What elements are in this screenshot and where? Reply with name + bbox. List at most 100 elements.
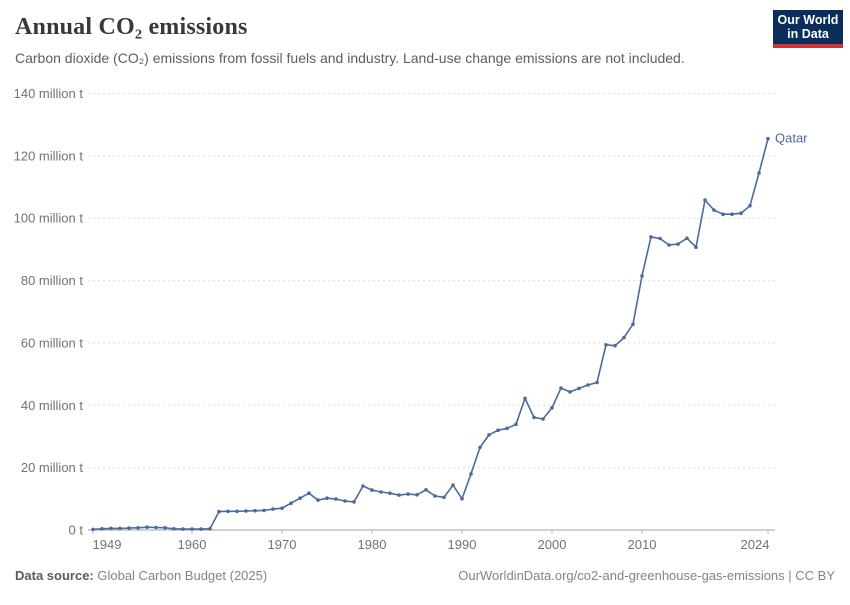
data-point-marker — [271, 507, 275, 511]
y-axis-tick-label: 20 million t — [21, 460, 84, 475]
data-point-marker — [451, 483, 455, 487]
data-source-label: Data source: — [15, 568, 94, 583]
data-point-marker — [145, 525, 149, 529]
x-axis-tick-label: 2010 — [628, 537, 657, 552]
data-point-marker — [181, 527, 185, 531]
data-point-marker — [559, 386, 563, 390]
y-axis-tick-label: 0 t — [69, 523, 84, 538]
x-axis-tick-label: 1970 — [268, 537, 297, 552]
data-point-marker — [766, 136, 770, 141]
data-point-marker — [118, 526, 122, 531]
data-point-marker — [235, 509, 239, 514]
data-point-marker — [469, 472, 473, 476]
data-point-marker — [478, 445, 482, 450]
data-point-marker — [442, 495, 446, 500]
data-point-marker — [649, 235, 653, 239]
owid-logo-line1: Our World — [777, 12, 839, 27]
y-axis-tick-label: 100 million t — [14, 211, 84, 226]
data-point-marker — [217, 509, 221, 514]
data-point-marker — [514, 422, 518, 427]
data-point-marker — [586, 383, 590, 387]
data-point-marker — [748, 203, 752, 208]
data-point-marker — [505, 426, 509, 431]
data-point-marker — [496, 428, 500, 433]
data-point-marker — [298, 496, 302, 501]
data-point-marker — [100, 527, 104, 531]
data-point-marker — [730, 212, 734, 216]
x-axis-tick-label: 1990 — [448, 537, 477, 552]
data-point-marker — [388, 491, 392, 496]
data-point-marker — [703, 198, 707, 202]
data-point-marker — [208, 527, 212, 531]
x-axis-tick-label: 1980 — [358, 537, 387, 552]
data-point-marker — [397, 493, 401, 497]
data-point-marker — [154, 525, 158, 530]
data-point-marker — [631, 322, 635, 327]
data-point-marker — [640, 274, 644, 278]
x-axis-tick-label: 1949 — [93, 537, 122, 552]
data-point-marker — [424, 488, 428, 492]
data-point-marker — [307, 491, 311, 496]
data-point-marker — [379, 490, 383, 494]
data-point-marker — [325, 496, 329, 501]
data-source-note: Data source: Global Carbon Budget (2025) — [15, 568, 267, 583]
data-point-marker — [415, 493, 419, 497]
data-point-marker — [487, 433, 491, 437]
y-axis-tick-label: 60 million t — [21, 335, 84, 350]
data-point-marker — [406, 492, 410, 496]
data-point-marker — [370, 488, 374, 492]
data-point-marker — [604, 343, 608, 347]
owid-logo-line2: in Data — [787, 27, 829, 41]
y-axis-tick-label: 140 million t — [14, 86, 84, 101]
page-title: Annual CO₂ emissions — [15, 14, 248, 40]
data-point-marker — [568, 390, 572, 394]
data-point-marker — [361, 484, 365, 488]
data-point-marker — [343, 499, 347, 503]
y-axis-tick-label: 80 million t — [21, 273, 84, 288]
chart-subtitle: Carbon dioxide (CO₂) emissions from foss… — [15, 50, 685, 66]
data-point-marker — [127, 526, 131, 530]
data-point-marker — [244, 509, 248, 513]
chart-footer: Data source: Global Carbon Budget (2025)… — [15, 568, 835, 583]
data-point-marker — [694, 245, 698, 249]
data-source-value: Global Carbon Budget (2025) — [93, 568, 268, 583]
data-point-marker — [676, 242, 680, 246]
data-point-marker — [334, 497, 338, 501]
x-axis-tick-label: 2024 — [741, 537, 770, 552]
x-axis-tick-label: 1960 — [178, 537, 207, 552]
data-point-marker — [226, 509, 230, 514]
data-point-marker — [352, 500, 356, 504]
owid-logo[interactable]: Our World in Data — [773, 10, 843, 48]
data-point-marker — [262, 508, 266, 513]
series-end-label[interactable]: Qatar — [775, 131, 808, 146]
data-point-marker — [136, 526, 140, 530]
data-point-marker — [739, 211, 743, 215]
data-point-marker — [433, 494, 437, 498]
data-point-marker — [91, 527, 95, 532]
data-point-marker — [667, 243, 671, 247]
data-point-marker — [316, 498, 320, 502]
data-point-marker — [190, 527, 194, 531]
data-point-marker — [289, 501, 293, 506]
data-point-marker — [199, 527, 203, 531]
data-point-marker — [163, 526, 167, 530]
data-point-marker — [109, 526, 113, 531]
data-point-marker — [613, 343, 617, 348]
footer-link[interactable]: OurWorldinData.org/co2-and-greenhouse-ga… — [458, 568, 835, 583]
data-point-marker — [577, 386, 581, 391]
data-point-marker — [658, 236, 662, 241]
data-point-marker — [541, 417, 545, 421]
data-point-marker — [523, 396, 527, 401]
data-point-marker — [253, 508, 257, 513]
series-line-qatar[interactable] — [92, 137, 769, 531]
data-point-marker — [712, 208, 716, 212]
data-point-marker — [460, 497, 464, 501]
data-point-marker — [532, 415, 536, 420]
data-point-marker — [721, 212, 725, 216]
data-point-marker — [595, 380, 599, 385]
data-point-marker — [550, 406, 554, 410]
x-axis-tick-label: 2000 — [538, 537, 567, 552]
data-point-marker — [280, 506, 284, 511]
